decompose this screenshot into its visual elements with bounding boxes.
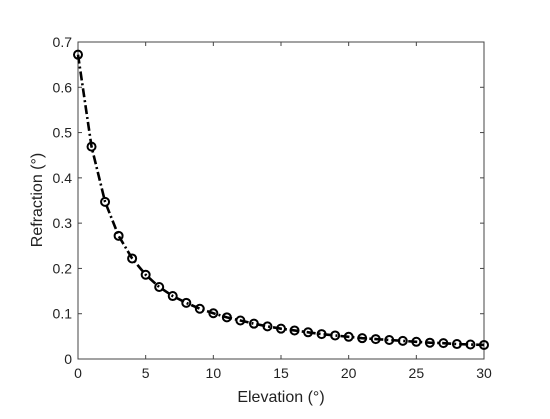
x-axis-label: Elevation (°) xyxy=(237,389,324,406)
y-tick-label: 0.2 xyxy=(53,260,73,276)
x-tick-label: 0 xyxy=(74,365,82,381)
data-point xyxy=(424,337,435,348)
data-point xyxy=(438,338,449,349)
data-point xyxy=(451,339,462,350)
data-point xyxy=(397,335,408,346)
data-point xyxy=(370,334,381,345)
data-point xyxy=(303,327,314,338)
data-point xyxy=(411,336,422,347)
data-point xyxy=(181,297,192,308)
data-point xyxy=(73,49,83,60)
data-point xyxy=(127,253,138,264)
data-point xyxy=(276,323,286,334)
data-point xyxy=(330,330,341,341)
data-point xyxy=(208,308,219,319)
y-tick-label: 0.5 xyxy=(53,125,73,141)
y-axis-label: Refraction (°) xyxy=(29,153,46,247)
y-tick-label: 0.3 xyxy=(53,215,73,231)
data-point xyxy=(221,312,232,323)
data-point xyxy=(262,321,273,332)
data-point xyxy=(86,141,97,152)
data-point xyxy=(289,325,300,336)
data-point xyxy=(248,318,259,329)
series-line xyxy=(76,54,485,347)
data-point xyxy=(154,281,165,292)
data-point xyxy=(100,196,111,207)
data-point xyxy=(316,329,327,340)
y-tick-label: 0 xyxy=(64,351,72,367)
data-point xyxy=(113,230,124,241)
data-point xyxy=(357,333,368,344)
data-point xyxy=(343,331,354,342)
y-tick-label: 0.4 xyxy=(53,170,73,186)
series-layer xyxy=(73,49,489,350)
data-point xyxy=(384,334,395,345)
x-tick-label: 30 xyxy=(476,365,492,381)
x-tick-label: 5 xyxy=(142,365,150,381)
plot-area xyxy=(77,41,485,360)
y-tick-label: 0.1 xyxy=(53,306,73,322)
y-tick-label: 0.6 xyxy=(53,79,73,95)
x-tick-label: 25 xyxy=(409,365,425,381)
data-point xyxy=(167,291,178,302)
data-point xyxy=(235,315,246,326)
data-point xyxy=(140,269,151,280)
x-tick-label: 20 xyxy=(341,365,357,381)
x-tick-label: 10 xyxy=(206,365,222,381)
y-tick-label: 0.7 xyxy=(53,34,73,50)
y-axis-ticks: 0 0.1 0.2 0.3 0.4 0.5 0.6 0.7 xyxy=(53,34,484,367)
data-point xyxy=(465,339,476,350)
x-tick-label: 15 xyxy=(273,365,289,381)
x-axis-ticks: 0 5 10 15 20 25 30 xyxy=(74,42,492,381)
data-point xyxy=(479,339,489,350)
data-point xyxy=(194,303,205,314)
